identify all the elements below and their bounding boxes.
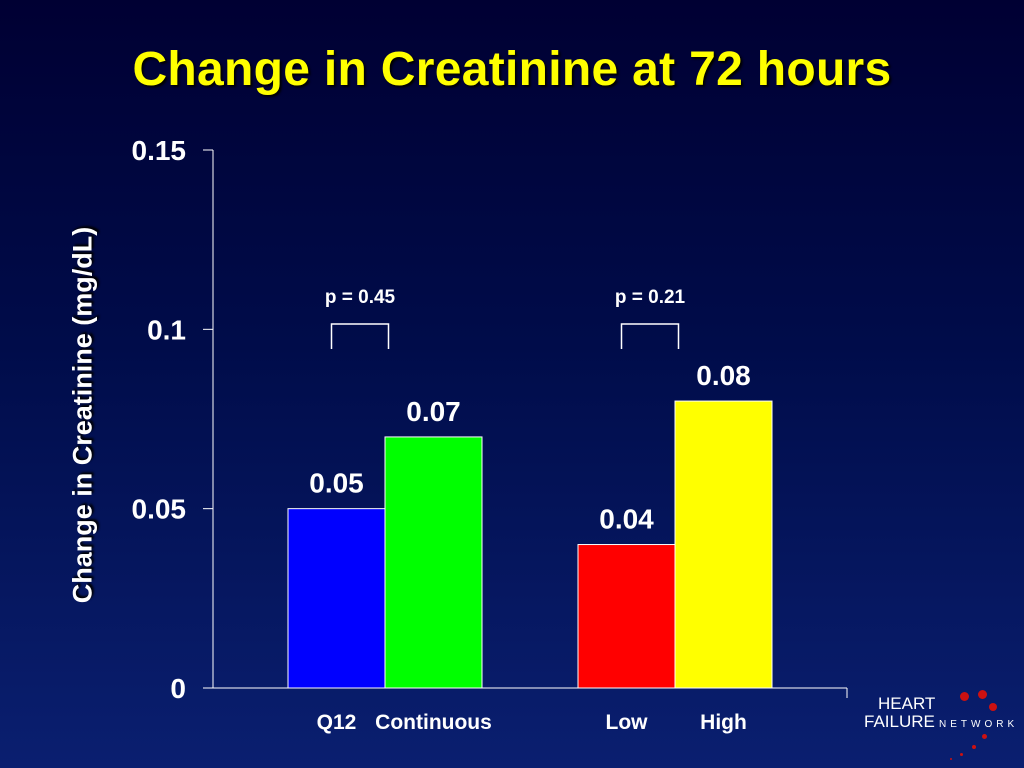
bar-value-label: 0.04 <box>599 504 654 535</box>
bar-value-label: 0.07 <box>406 396 461 427</box>
bar <box>287 508 386 689</box>
logo-dot-icon <box>989 703 997 711</box>
logo-text-heart: HEART <box>878 694 936 713</box>
p-value-bracket <box>330 323 390 349</box>
y-tick-label: 0 <box>170 673 186 704</box>
x-category-label: High <box>700 711 747 734</box>
chart-title: Change in Creatinine at 72 hours <box>132 43 892 96</box>
logo-dot-icon <box>982 734 987 739</box>
x-category-label: Continuous <box>375 711 492 734</box>
bar <box>674 400 773 689</box>
logo-text-failure: FAILURE <box>864 712 935 731</box>
logo-text-network: NETWORK <box>939 719 1019 730</box>
logo-dot-icon <box>978 690 987 699</box>
p-value-label: p = 0.45 <box>325 287 396 308</box>
logo-dot-icon <box>960 753 963 756</box>
x-category-label: Low <box>606 711 649 734</box>
y-tick-label: 0.1 <box>147 314 186 345</box>
y-tick-label: 0.15 <box>132 135 187 166</box>
heart-failure-network-logo: HEART FAILURE NETWORK <box>862 690 1022 762</box>
p-value-bracket <box>620 323 680 349</box>
bar-value-label: 0.05 <box>309 468 364 499</box>
logo-dot-icon <box>960 692 969 701</box>
logo-dot-icon <box>950 758 952 760</box>
logo-dot-icon <box>972 745 976 749</box>
bar <box>577 544 676 689</box>
bar <box>384 436 483 689</box>
x-category-label: Q12 <box>317 711 357 734</box>
y-tick-label: 0.05 <box>132 494 187 525</box>
bar-value-label: 0.08 <box>696 360 751 391</box>
p-value-label: p = 0.21 <box>615 287 686 308</box>
